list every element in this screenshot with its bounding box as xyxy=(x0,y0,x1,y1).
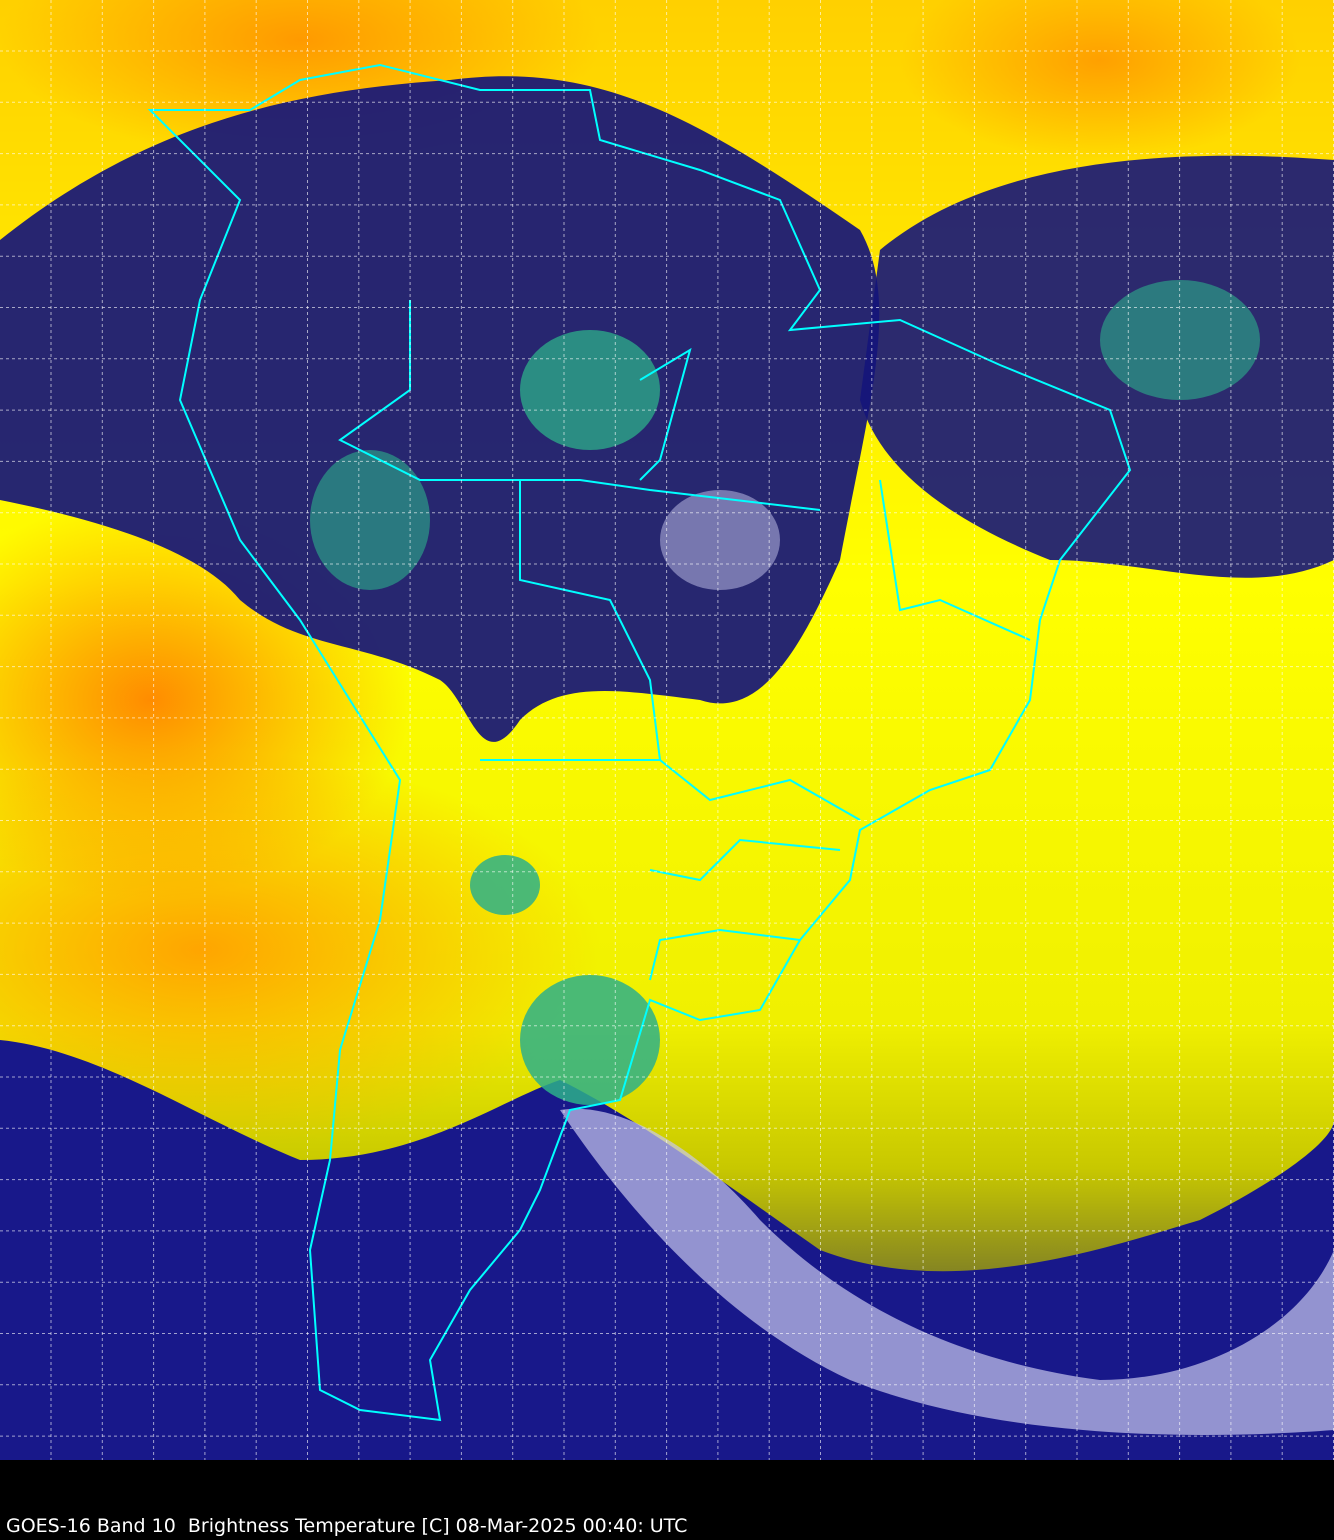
border-line xyxy=(879,479,1031,641)
lat-lon-grid xyxy=(0,0,1334,1460)
border-line xyxy=(649,838,841,882)
border-line xyxy=(639,347,692,481)
cold-top xyxy=(310,450,430,590)
border-line xyxy=(338,300,821,511)
continent-outline xyxy=(147,63,1132,1422)
cold-top xyxy=(470,855,540,915)
cold-top xyxy=(660,490,780,590)
cloud-south-white xyxy=(560,1108,1334,1435)
cold-top xyxy=(520,330,660,450)
satellite-map xyxy=(0,0,1334,1460)
cloud-areas xyxy=(0,76,1334,1460)
image-caption: GOES-16 Band 10 Brightness Temperature [… xyxy=(6,1515,688,1537)
border-line xyxy=(659,759,861,821)
cloud-atlantic xyxy=(860,155,1334,578)
country-borders xyxy=(147,63,1132,1422)
cold-top xyxy=(520,975,660,1105)
map-overlay xyxy=(0,0,1334,1460)
cold-top xyxy=(1100,280,1260,400)
border-line xyxy=(649,928,801,981)
border-line xyxy=(480,480,662,761)
cloud-tropics xyxy=(0,76,880,742)
